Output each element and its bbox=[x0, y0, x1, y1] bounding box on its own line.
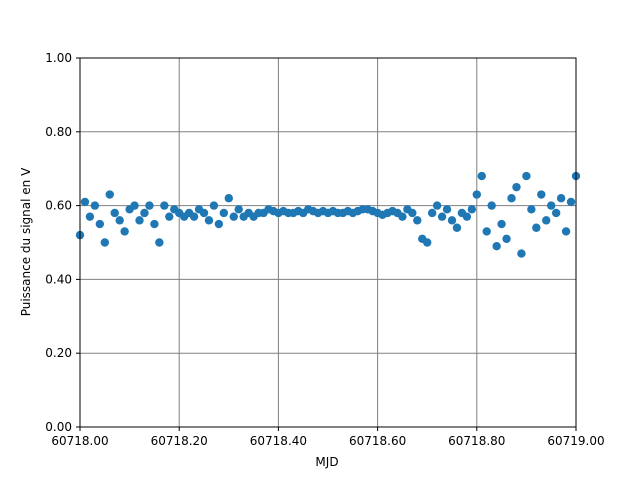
point bbox=[462, 212, 472, 221]
point bbox=[100, 238, 110, 247]
x-tick-label: 60719.00 bbox=[547, 434, 604, 448]
y-tick-label: 0.80 bbox=[45, 125, 72, 139]
y-tick-label: 1.00 bbox=[45, 51, 72, 65]
point bbox=[482, 227, 491, 236]
point bbox=[492, 241, 501, 251]
plot-frame bbox=[79, 57, 577, 428]
point bbox=[547, 201, 556, 210]
point bbox=[214, 219, 224, 229]
point bbox=[522, 171, 531, 181]
point bbox=[487, 201, 496, 210]
point bbox=[432, 201, 442, 210]
point bbox=[408, 208, 417, 218]
point bbox=[398, 212, 407, 221]
point bbox=[234, 205, 243, 214]
point bbox=[447, 216, 457, 225]
point bbox=[507, 194, 516, 203]
point bbox=[135, 216, 144, 225]
point bbox=[512, 182, 521, 192]
x-tick-label: 60718.80 bbox=[448, 434, 505, 448]
point bbox=[566, 197, 576, 207]
point bbox=[551, 208, 561, 218]
point bbox=[423, 238, 432, 247]
point bbox=[110, 208, 119, 218]
point bbox=[561, 227, 571, 236]
point bbox=[452, 223, 462, 232]
point bbox=[467, 205, 477, 214]
y-tick-label: 0.20 bbox=[45, 346, 72, 360]
point bbox=[145, 201, 154, 210]
point bbox=[517, 249, 526, 258]
x-tick-label: 60718.00 bbox=[51, 434, 108, 448]
point bbox=[437, 212, 447, 221]
point bbox=[80, 197, 90, 207]
point bbox=[90, 201, 100, 210]
point bbox=[204, 216, 214, 225]
point bbox=[537, 190, 546, 199]
point bbox=[219, 208, 229, 218]
point bbox=[224, 194, 233, 203]
point bbox=[120, 227, 129, 236]
point bbox=[532, 223, 541, 232]
point bbox=[502, 234, 511, 244]
point bbox=[130, 201, 139, 210]
point bbox=[95, 219, 105, 229]
y-tick-label: 0.00 bbox=[45, 420, 72, 434]
point bbox=[527, 205, 536, 214]
x-axis-label: MJD bbox=[315, 455, 338, 469]
y-tick-label: 0.40 bbox=[45, 272, 72, 286]
point bbox=[542, 216, 551, 225]
y-tick-label: 0.60 bbox=[45, 199, 72, 213]
point bbox=[477, 171, 486, 181]
point bbox=[189, 212, 199, 221]
point bbox=[150, 219, 159, 229]
point bbox=[472, 190, 481, 199]
point bbox=[413, 216, 422, 225]
point bbox=[165, 212, 174, 221]
point bbox=[556, 194, 566, 203]
point bbox=[155, 238, 164, 247]
point bbox=[160, 201, 169, 210]
x-tick-label: 60718.60 bbox=[349, 434, 406, 448]
point bbox=[427, 208, 437, 218]
point bbox=[209, 201, 219, 210]
point bbox=[105, 190, 114, 199]
point bbox=[229, 212, 238, 221]
y-axis-label: Puissance du signal en V bbox=[19, 167, 33, 316]
point bbox=[497, 219, 506, 229]
point bbox=[199, 208, 209, 218]
point bbox=[140, 208, 149, 218]
x-tick-label: 60718.20 bbox=[151, 434, 208, 448]
point bbox=[85, 212, 95, 221]
x-tick-label: 60718.40 bbox=[250, 434, 307, 448]
point bbox=[442, 205, 452, 214]
point bbox=[115, 216, 124, 225]
